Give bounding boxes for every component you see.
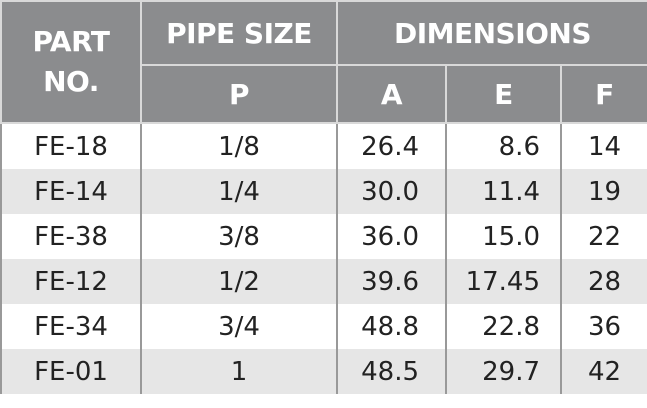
table-cell: 8.6 [445,123,562,169]
table-cell: 17.45 [445,259,562,304]
table-cell: 15.0 [445,214,562,259]
table-cell: 42 [560,349,647,394]
table-cell: 48.8 [336,304,447,349]
table-cell: 3/8 [140,214,338,259]
table-row: FE-12 1/2 39.6 17.45 28 [0,259,647,304]
table-cell: FE-18 [0,123,142,169]
table-cell: 14 [560,123,647,169]
table-cell: 11.4 [445,169,562,214]
table-cell: 1 [140,349,338,394]
table-cell: 26.4 [336,123,447,169]
table-row: FE-01 1 48.5 29.7 42 [0,349,647,394]
table-cell: 28 [560,259,647,304]
table-cell: 22.8 [445,304,562,349]
header-cell: A [336,64,447,124]
table-cell: 30.0 [336,169,447,214]
table-row: FE-38 3/8 36.0 15.0 22 [0,214,647,259]
table-cell: FE-38 [0,214,142,259]
table-body: FE-18 1/8 26.4 8.6 14 FE-14 1/4 30.0 11.4 19 FE-38… [0,123,647,394]
table-cell: 36.0 [336,214,447,259]
table-cell: 3/4 [140,304,338,349]
table-cell: 22 [560,214,647,259]
header-cell: PART NO. [0,0,142,124]
header-cell: DIMENSIONS [336,0,647,66]
table-cell: FE-34 [0,304,142,349]
table-cell: FE-14 [0,169,142,214]
table-row: FE-14 1/4 30.0 11.4 19 [0,169,647,214]
table-cell: 36 [560,304,647,349]
table-cell: 39.6 [336,259,447,304]
table-cell: 48.5 [336,349,447,394]
table-cell: 29.7 [445,349,562,394]
table-cell: 1/4 [140,169,338,214]
spec-table: PART NO. PIPE SIZE DIMENSIONS P A E F FE… [0,0,647,394]
table-row: FE-34 3/4 48.8 22.8 36 [0,304,647,349]
header-cell: PIPE SIZE [140,0,338,66]
table-cell: FE-12 [0,259,142,304]
header-cell: F [560,64,647,124]
header-cell: P [140,64,338,124]
header-cell: E [445,64,562,124]
table-row: FE-18 1/8 26.4 8.6 14 [0,123,647,169]
table-cell: FE-01 [0,349,142,394]
table-cell: 19 [560,169,647,214]
table-cell: 1/2 [140,259,338,304]
table-cell: 1/8 [140,123,338,169]
